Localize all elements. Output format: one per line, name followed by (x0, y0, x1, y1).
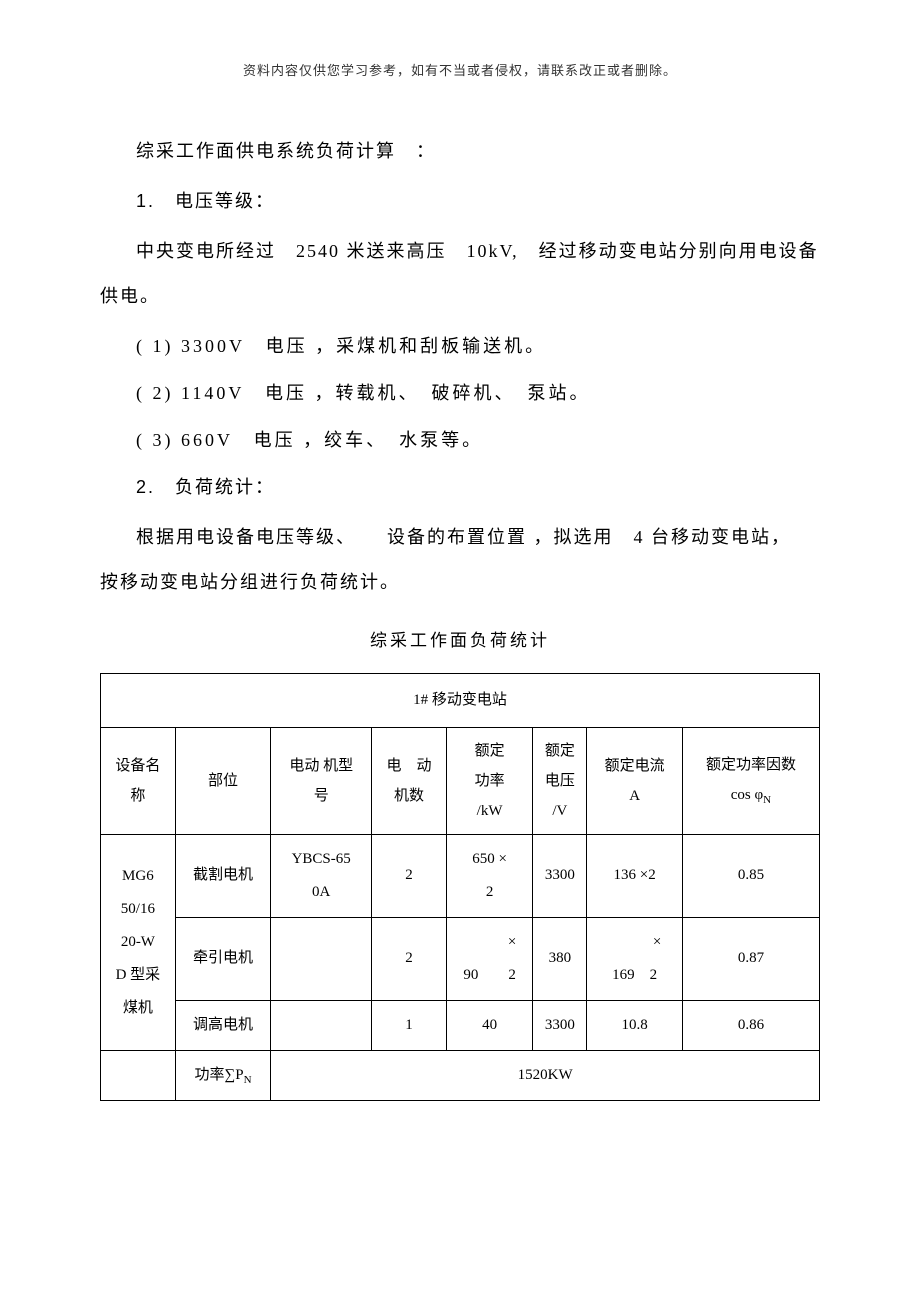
cell-power: 40 (446, 1000, 532, 1050)
cell-voltage: 380 (533, 917, 587, 1000)
cell-count: 2 (372, 834, 447, 917)
cell-total-value: 1520KW (271, 1050, 820, 1100)
cell-cosphi: 0.87 (682, 917, 819, 1000)
section-1-label: 电压等级： (175, 191, 275, 211)
table-total-row: 功率∑PN 1520KW (101, 1050, 820, 1100)
col-rated-power: 额定功率/kW (446, 727, 532, 834)
col-rated-voltage: 额定电压/V (533, 727, 587, 834)
section-1-heading: 1. 电压等级： (100, 179, 820, 224)
section-2-num: 2. (136, 477, 155, 497)
cell-voltage: 3300 (533, 834, 587, 917)
cell-model (271, 1000, 372, 1050)
section-1-num: 1. (136, 191, 155, 211)
section-1-intro: 中央变电所经过 2540 米送来高压 10kV, 经过移动变电站分别向用电设备供… (100, 229, 820, 319)
cell-count: 1 (372, 1000, 447, 1050)
section-2-label: 负荷统计： (175, 477, 275, 497)
table-row: 牵引电机 2 ×90 2 380 ×169 2 0.87 (101, 917, 820, 1000)
cell-part: 截割电机 (175, 834, 271, 917)
cell-current: 136 ×2 (587, 834, 683, 917)
cell-part: 牵引电机 (175, 917, 271, 1000)
section-1-item-2: ( 2) 1140V 电压 ，转载机、 破碎机、 泵站。 (100, 371, 820, 416)
main-title: 综采工作面供电系统负荷计算 ： (100, 129, 820, 174)
col-motor-count: 电 动机数 (372, 727, 447, 834)
col-part: 部位 (175, 727, 271, 834)
cell-voltage: 3300 (533, 1000, 587, 1050)
section-2-heading: 2. 负荷统计： (100, 465, 820, 510)
col-equipment-name: 设备名称 (101, 727, 176, 834)
cell-part: 调高电机 (175, 1000, 271, 1050)
cell-empty (101, 1050, 176, 1100)
cell-current: ×169 2 (587, 917, 683, 1000)
cell-cosphi: 0.85 (682, 834, 819, 917)
cell-total-label: 功率∑PN (175, 1050, 271, 1100)
col-power-factor: 额定功率因数cos φN (682, 727, 819, 834)
cell-power: ×90 2 (446, 917, 532, 1000)
table-row: 调高电机 1 40 3300 10.8 0.86 (101, 1000, 820, 1050)
cell-model (271, 917, 372, 1000)
load-statistics-table: 1# 移动变电站 设备名称 部位 电动 机型号 电 动机数 额定功率/kW 额定… (100, 673, 820, 1101)
col-rated-current: 额定电流A (587, 727, 683, 834)
cell-equipment-name: MG650/1620-WD 型采煤机 (101, 834, 176, 1050)
col-motor-model: 电动 机型号 (271, 727, 372, 834)
section-1-item-3: ( 3) 660V 电压 ，绞车、 水泵等。 (100, 418, 820, 463)
section-1-item-1: ( 1) 3300V 电压 ，采煤机和刮板输送机。 (100, 324, 820, 369)
table-title: 综采工作面负荷统计 (100, 620, 820, 663)
cell-cosphi: 0.86 (682, 1000, 819, 1050)
cell-power: 650 ×2 (446, 834, 532, 917)
cell-current: 10.8 (587, 1000, 683, 1050)
cell-count: 2 (372, 917, 447, 1000)
section-2-intro: 根据用电设备电压等级、 设备的布置位置 ，拟选用 4 台移动变电站， 按移动变电… (100, 515, 820, 605)
cell-model: YBCS-650A (271, 834, 372, 917)
document-body: 综采工作面供电系统负荷计算 ： 1. 电压等级： 中央变电所经过 2540 米送… (100, 129, 820, 1101)
header-disclaimer: 资料内容仅供您学习参考，如有不当或者侵权，请联系改正或者删除。 (100, 60, 820, 79)
table-row: MG650/1620-WD 型采煤机 截割电机 YBCS-650A 2 650 … (101, 834, 820, 917)
station-header: 1# 移动变电站 (101, 673, 820, 727)
